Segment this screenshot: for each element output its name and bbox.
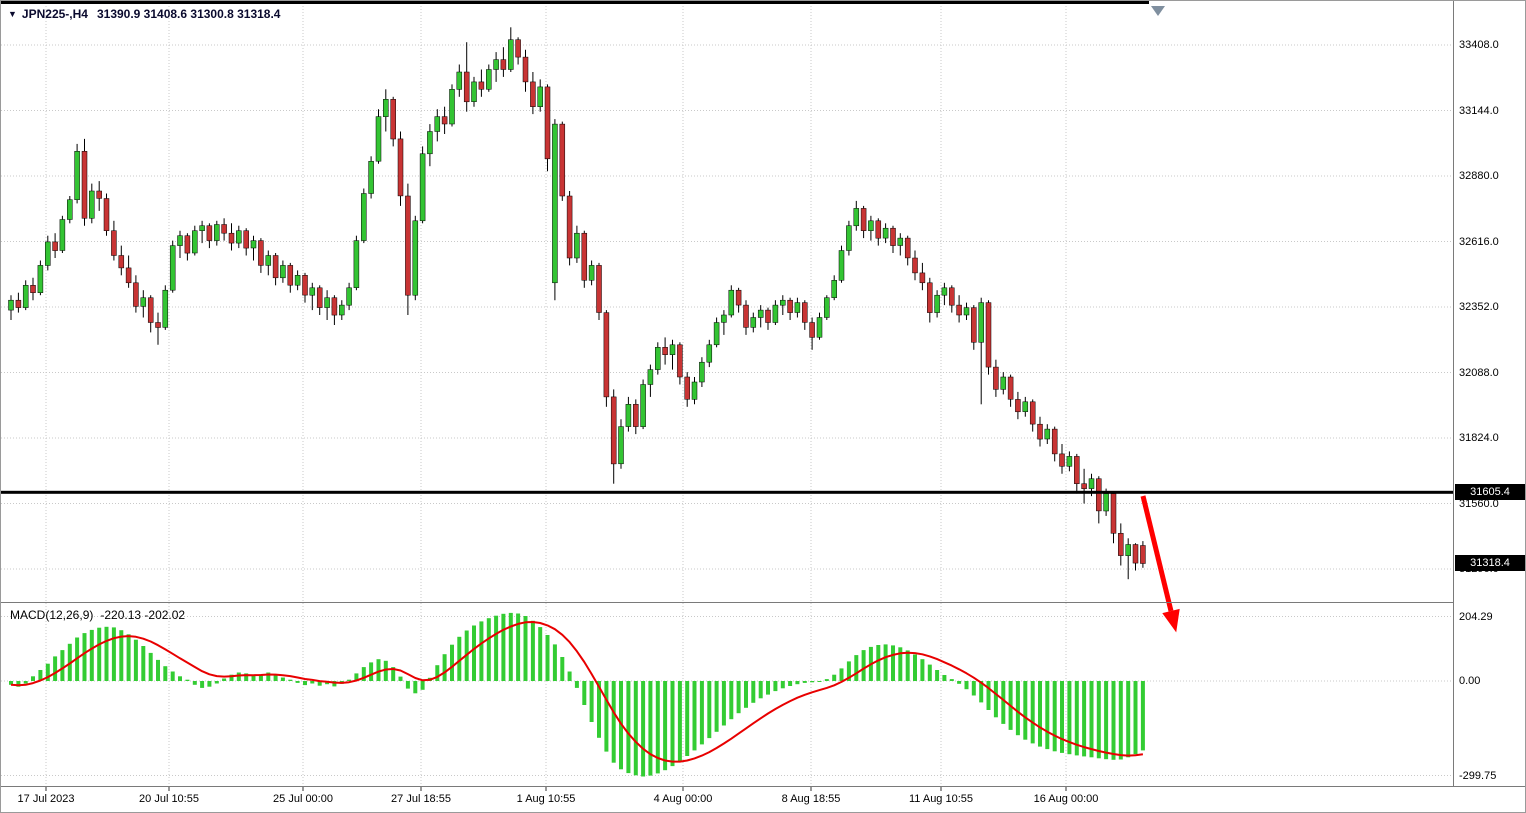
- grid: [1, 6, 1453, 786]
- sell-arrow-head: [1162, 608, 1180, 633]
- macd-histogram: [9, 612, 1145, 777]
- horizontal-price-line[interactable]: [1, 490, 1453, 494]
- sell-arrow-annotation[interactable]: [1140, 495, 1174, 612]
- macd-signal-line: [10, 621, 1144, 763]
- ohlc-values: 31390.9 31408.6 31300.8 31318.4: [96, 7, 281, 21]
- candlesticks: [8, 27, 1146, 580]
- chart-shift-marker-icon[interactable]: [1151, 6, 1165, 16]
- macd-name: MACD(12,26,9): [10, 608, 94, 622]
- symbol-dropdown-icon[interactable]: ▼: [8, 9, 17, 19]
- symbol-period-label: JPN225-,H4: [21, 7, 88, 21]
- chart-top-border: [1, 1, 1149, 4]
- macd-indicator-label: MACD(12,26,9) -220.13 -202.02: [10, 608, 185, 622]
- macd-values: -220.13 -202.02: [100, 608, 186, 622]
- chart-title: ▼ JPN225-,H4 31390.9 31408.6 31300.8 31318…: [8, 7, 280, 21]
